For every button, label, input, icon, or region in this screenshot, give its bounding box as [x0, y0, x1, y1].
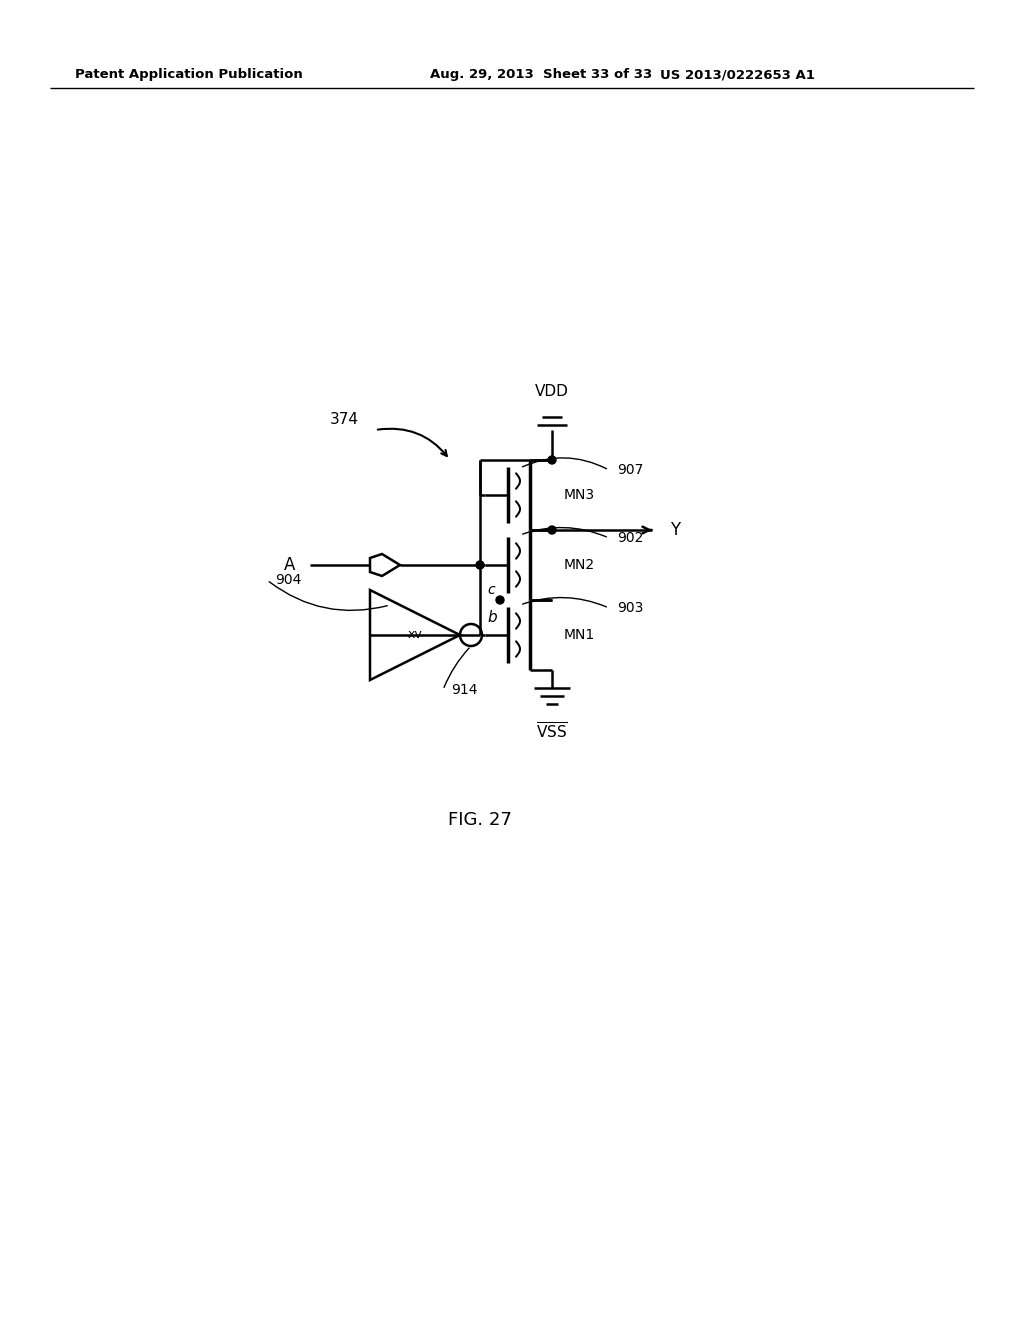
Circle shape — [548, 525, 556, 535]
FancyArrowPatch shape — [522, 528, 606, 537]
Text: A: A — [284, 556, 295, 574]
Text: US 2013/0222653 A1: US 2013/0222653 A1 — [660, 69, 815, 81]
FancyArrowPatch shape — [522, 458, 606, 469]
Circle shape — [496, 597, 504, 605]
Text: Y: Y — [670, 521, 680, 539]
Text: 907: 907 — [617, 463, 643, 477]
Circle shape — [548, 455, 556, 465]
Text: Aug. 29, 2013  Sheet 33 of 33: Aug. 29, 2013 Sheet 33 of 33 — [430, 69, 652, 81]
Text: 914: 914 — [451, 682, 477, 697]
Text: MN2: MN2 — [564, 558, 595, 572]
Text: MN1: MN1 — [564, 628, 595, 642]
FancyArrowPatch shape — [522, 598, 606, 607]
Text: c: c — [487, 583, 495, 597]
Circle shape — [476, 561, 484, 569]
Text: $\overline{\rm VSS}$: $\overline{\rm VSS}$ — [537, 722, 568, 742]
Text: MN3: MN3 — [564, 488, 595, 502]
Text: VDD: VDD — [536, 384, 569, 399]
Text: Patent Application Publication: Patent Application Publication — [75, 69, 303, 81]
Text: 902: 902 — [617, 531, 643, 545]
FancyArrowPatch shape — [444, 648, 469, 688]
Text: b: b — [487, 610, 497, 624]
Text: FIG. 27: FIG. 27 — [449, 810, 512, 829]
FancyArrowPatch shape — [269, 582, 387, 610]
Text: 374: 374 — [330, 412, 359, 428]
Text: 903: 903 — [617, 601, 643, 615]
Text: 904: 904 — [275, 573, 301, 587]
Text: xv: xv — [408, 628, 422, 642]
